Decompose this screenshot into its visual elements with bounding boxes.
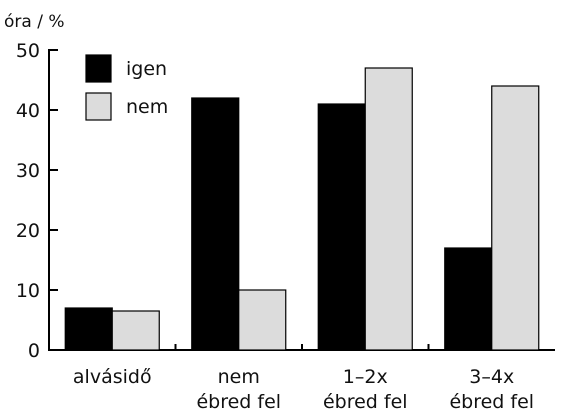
x-category-label: ébred fel xyxy=(196,391,281,412)
x-category-label: ébred fel xyxy=(449,391,534,412)
y-tick-label: 50 xyxy=(16,40,40,62)
y-tick-label: 10 xyxy=(16,280,40,302)
bar-nem-2 xyxy=(364,67,413,351)
x-category-label: nem xyxy=(218,366,260,388)
y-tick-label: 30 xyxy=(16,160,40,182)
legend-label-nem: nem xyxy=(126,96,168,118)
bar-nem-1 xyxy=(238,289,287,351)
y-axis-ticks: 0 10 20 30 40 50 xyxy=(16,40,58,362)
bar-igen-2 xyxy=(317,103,366,351)
x-category-label: alvásidő xyxy=(73,366,152,388)
legend: igen nem xyxy=(85,54,168,121)
bar-igen-0 xyxy=(64,307,113,351)
y-axis-title: óra / % xyxy=(4,12,65,32)
x-category-label: 3–4x xyxy=(469,366,514,388)
legend-swatch-nem xyxy=(85,92,112,121)
y-tick-label: 40 xyxy=(16,100,40,122)
x-axis-categories: alvásidő nem ébred fel 1–2x ébred fel 3–4x ébr… xyxy=(73,344,534,412)
bar-igen-1 xyxy=(191,97,240,351)
bars xyxy=(64,67,540,351)
y-tick-label: 0 xyxy=(28,340,40,362)
x-category-label: ébred fel xyxy=(323,391,408,412)
legend-label-igen: igen xyxy=(126,58,167,80)
x-category-label: 1–2x xyxy=(343,366,388,388)
bar-igen-3 xyxy=(444,247,493,351)
y-tick-label: 20 xyxy=(16,220,40,242)
legend-swatch-igen xyxy=(85,54,112,83)
bar-nem-0 xyxy=(111,310,160,351)
bar-nem-3 xyxy=(491,85,540,351)
